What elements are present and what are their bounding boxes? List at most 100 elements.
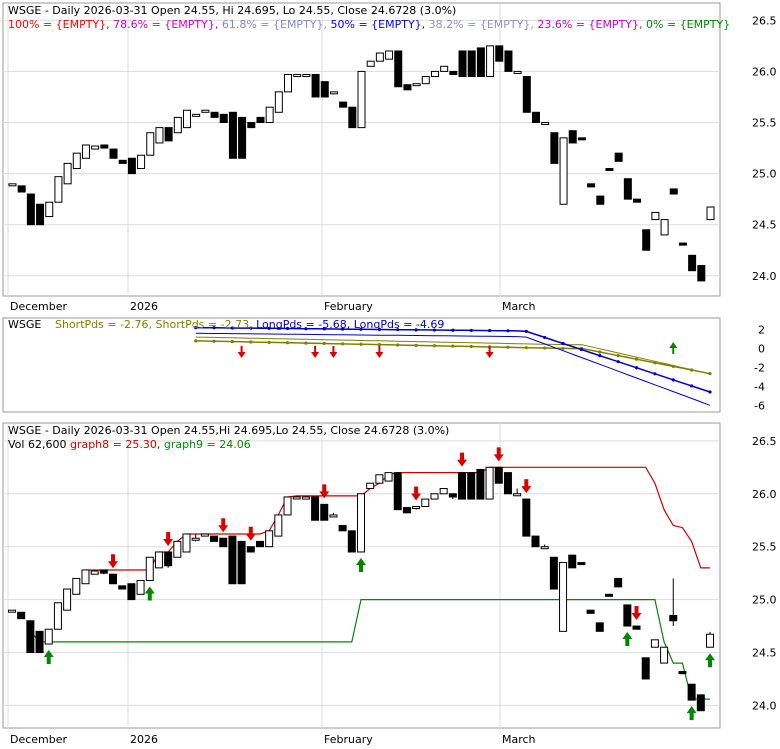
price-bar: [577, 137, 586, 141]
longpds-line-2: [195, 332, 711, 406]
fib-legend-item: 0% = {EMPTY}: [643, 18, 731, 31]
volume-legend: Vol 62,600 graph8 = 25.30, graph9 = 24.0…: [8, 438, 251, 451]
sell-arrow: [163, 531, 174, 546]
candle: [118, 585, 127, 590]
price-bar: [192, 113, 201, 117]
price-bar: [26, 193, 35, 226]
price-bar: [623, 178, 632, 200]
candle: [614, 577, 623, 588]
candle: [402, 507, 411, 514]
price-bar: [513, 70, 522, 74]
y-tick-label: 24.5: [752, 647, 777, 660]
buy-arrow: [144, 586, 155, 601]
candle: [632, 625, 641, 630]
candle: [63, 588, 72, 611]
candle: [200, 533, 209, 537]
candle: [696, 694, 705, 712]
candle: [421, 498, 430, 507]
price-bar: [302, 73, 311, 78]
price-bar: [467, 50, 476, 78]
price-bar: [669, 188, 678, 195]
candle: [669, 614, 678, 622]
price-bar: [45, 201, 54, 218]
fib-legend-item: 78.6% = {EMPTY},: [110, 18, 219, 31]
y-tick-label: 24.0: [752, 699, 777, 712]
price-bar: [697, 265, 706, 282]
candle: [476, 468, 485, 500]
price-bar: [486, 45, 495, 78]
graph-legend-item: graph9 = 24.06: [160, 438, 250, 451]
x-tick-label: February: [324, 733, 373, 745]
shortpds-line-2-dot: [194, 339, 198, 343]
candle: [660, 646, 669, 664]
price-bar: [146, 132, 155, 156]
price-bar: [412, 83, 421, 87]
candle: [540, 546, 549, 550]
price-bar: [642, 229, 651, 251]
price-bar: [201, 109, 210, 113]
price-bar: [256, 116, 265, 124]
price-bar: [17, 185, 26, 193]
sell-arrow: [218, 518, 229, 533]
candle: [329, 514, 338, 518]
price-bar: [495, 45, 504, 62]
price-bar: [532, 111, 540, 124]
candle: [531, 535, 540, 548]
shortpds-line-2: [195, 340, 711, 375]
sell-arrow: [493, 447, 504, 462]
fib-legend-item: 50% = {EMPTY},: [327, 18, 425, 31]
price-bar: [504, 50, 513, 72]
price-bar: [541, 122, 550, 126]
candle: [81, 569, 90, 585]
y-tick-label: 24.0: [752, 270, 777, 283]
graph-legend-item: graph8 = 25.30,: [66, 438, 160, 451]
candle: [182, 533, 191, 553]
price-bar: [550, 132, 559, 164]
price-bar: [522, 76, 531, 113]
price-bar: [430, 70, 439, 78]
price-bar: [81, 144, 90, 159]
candle: [255, 540, 264, 548]
sell-arrow: [485, 346, 494, 358]
candle: [17, 611, 26, 620]
price-bar: [568, 130, 577, 144]
pds-legend: ShortPds = -2.76, ShortPds = -2.73, Long…: [55, 318, 444, 331]
candle: [8, 609, 16, 613]
candle: [109, 573, 118, 585]
buy-arrow: [43, 650, 54, 665]
sell-arrow: [631, 606, 642, 621]
candle: [145, 556, 154, 582]
price-bar: [385, 50, 394, 60]
price-bar: [238, 116, 247, 159]
price-bar: [458, 50, 467, 78]
graph9-line: [29, 599, 710, 700]
price-bar: [118, 159, 127, 164]
candle: [577, 562, 586, 566]
price-bar: [36, 203, 45, 226]
candle: [485, 466, 494, 500]
pds-y-tick-label: 2: [758, 323, 765, 336]
price-bar: [348, 106, 357, 129]
candle: [283, 496, 292, 516]
candle: [366, 482, 375, 489]
longpds-line-1-dot: [194, 325, 198, 330]
candle: [127, 583, 136, 601]
price-bar: [320, 81, 329, 98]
price-bar: [247, 122, 256, 129]
candle: [53, 602, 62, 630]
shortpds-line-1: [195, 336, 711, 375]
candle: [191, 537, 200, 541]
price-bar: [210, 111, 219, 118]
price-bar: [284, 73, 293, 93]
candle: [301, 496, 310, 500]
candle: [228, 535, 237, 585]
price-bar: [228, 111, 237, 159]
pds-panel-frame: [2, 317, 721, 413]
sell-arrow: [237, 346, 246, 358]
pds-title: WSGE: [8, 318, 41, 331]
candle: [320, 503, 329, 521]
candle: [586, 609, 595, 614]
candle: [164, 551, 173, 567]
x-tick-label: March: [502, 300, 536, 313]
pds-y-tick-label: 0: [758, 342, 765, 355]
